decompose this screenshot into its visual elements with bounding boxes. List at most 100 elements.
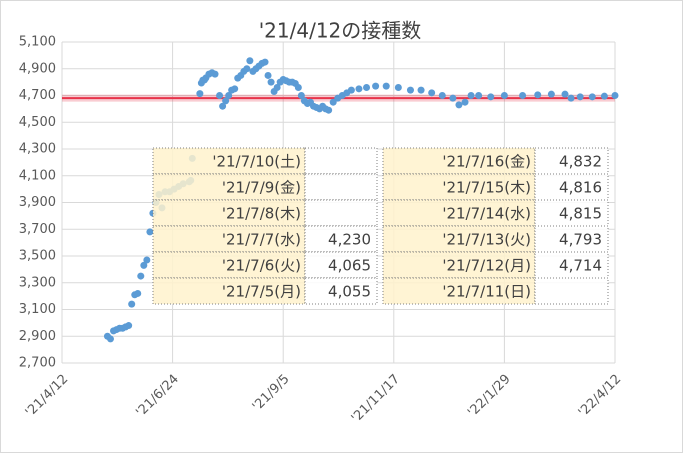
point [372,82,380,90]
date-cell [382,147,536,175]
point [355,85,363,93]
value-label: 4,714 [559,257,602,275]
date-label: '21/7/13(火) [442,231,531,249]
date-cell [152,251,306,279]
point [264,71,272,79]
y-tick-label: 3,900 [19,195,56,210]
value-label: 4,230 [328,231,371,249]
date-label: '21/7/7(水) [222,231,301,249]
value-cell [304,147,378,175]
point [394,83,402,91]
point [294,83,302,91]
date-cell [382,173,536,201]
value-cell [304,225,378,253]
point [600,92,608,100]
date-label: '21/7/12(月) [442,257,531,275]
point [225,92,233,99]
y-tick-label: 4,100 [19,168,56,183]
point [455,101,463,109]
point [382,82,390,90]
value-label: 4,065 [328,257,371,275]
y-tick-label: 3,300 [19,275,56,290]
date-cell [382,199,536,227]
point [128,300,136,308]
value-cell [534,173,609,201]
y-tick-label: 2,700 [19,356,56,371]
date-label: '21/7/9(金) [222,179,301,197]
y-tick-label: 4,300 [19,142,56,157]
point [196,90,204,98]
point [428,89,436,97]
value-cell [304,251,378,279]
date-label: '21/7/6(火) [222,257,301,275]
point [325,106,333,114]
point [561,90,569,98]
point [267,78,275,86]
date-label: '21/7/11(日) [442,283,531,301]
date-label: '21/7/16(金) [442,153,531,171]
point [449,94,457,102]
date-cell [152,199,306,227]
point [211,70,219,78]
value-cell [534,277,609,305]
point [222,97,230,105]
date-cell [152,225,306,253]
point [519,92,527,99]
point [231,85,239,93]
point [547,90,555,98]
point [243,65,251,73]
date-label: '21/7/5(月) [222,283,301,301]
point [261,58,269,66]
chart-title: '21/4/12の接種数 [259,19,422,43]
point [347,86,355,94]
date-label: '21/7/15(木) [442,179,531,197]
date-label: '21/7/10(土) [212,153,301,171]
point [219,102,227,110]
point [143,256,151,264]
point [487,93,495,101]
point [134,289,142,297]
value-cell [304,199,378,227]
y-tick-label: 3,500 [19,249,56,264]
point [500,92,508,99]
point [273,83,281,91]
value-cell [534,225,609,253]
y-tick-label: 4,700 [19,88,56,103]
point [297,92,305,99]
point [216,92,224,99]
point [125,322,133,330]
point [611,92,619,99]
y-tick-label: 3,100 [19,302,56,317]
y-tick-label: 5,100 [19,35,56,50]
date-label: '21/7/8(木) [222,205,301,223]
point [567,94,575,102]
date-label: '21/7/14(水) [442,205,531,223]
point [588,93,596,101]
y-tick-label: 3,700 [19,222,56,237]
date-cell [382,251,536,279]
value-label: 4,055 [328,283,371,301]
y-tick-label: 2,900 [19,329,56,344]
point [106,335,114,343]
point [576,93,584,101]
point [246,57,254,65]
point [140,261,148,269]
value-label: 4,832 [559,153,602,171]
point [329,98,337,106]
point [438,92,446,99]
point [363,83,371,91]
point [137,272,145,280]
point [534,91,542,99]
value-cell [304,277,378,305]
point [146,228,154,236]
date-cell [152,277,306,305]
value-label: 4,816 [559,179,602,197]
y-tick-label: 4,900 [19,61,56,76]
value-label: 4,793 [559,231,602,249]
value-label: 4,815 [559,205,602,223]
date-cell [382,277,536,305]
y-tick-label: 4,500 [19,115,56,130]
point [417,86,425,94]
point [475,92,483,99]
